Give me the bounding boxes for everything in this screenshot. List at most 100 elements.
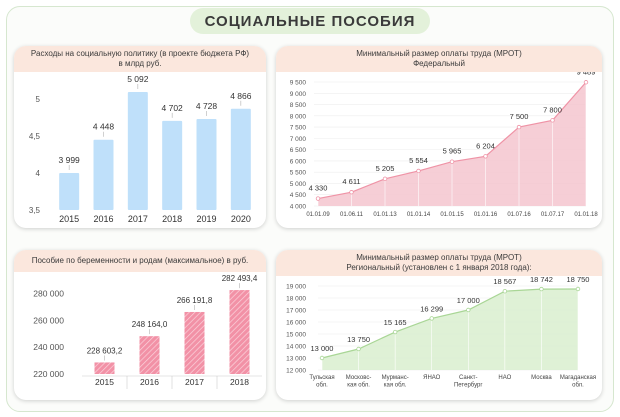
chart-title-mrot-federal: Минимальный размер оплаты труда (МРОТ) Ф… [276, 46, 602, 72]
x-tick-label: Петербург [454, 383, 483, 389]
x-tick-label: 2018 [230, 377, 249, 387]
x-tick-label: 01.01.15 [440, 212, 464, 218]
data-label: 4 702 [162, 103, 184, 113]
bar [59, 173, 80, 210]
data-point [382, 176, 388, 182]
data-point [416, 168, 421, 174]
data-label: 13 000 [311, 344, 334, 353]
chart-mrot-regional: 19 000 18 000 17 000 16 000 15 000 14 000 13 0… [286, 276, 596, 389]
chart-title-line: Минимальный размер оплаты труда (МРОТ) [356, 253, 522, 262]
x-tick-label: 2018 [162, 214, 182, 224]
y-tick-label: 17 000 [286, 308, 306, 315]
y-tick-label: 240 000 [33, 342, 64, 352]
x-tick-label: 01.06.11 [340, 212, 364, 218]
data-point [392, 329, 398, 335]
y-tick-label: 9 500 [290, 80, 307, 87]
data-point [583, 80, 589, 85]
x-tick-label: 01.01.09 [306, 212, 330, 218]
data-point [356, 346, 361, 352]
y-tick-label: 220 000 [33, 369, 64, 379]
data-label: 13 750 [347, 335, 370, 344]
y-tick-label: 7 000 [290, 136, 307, 143]
data-label: 228 603,2 [87, 346, 123, 355]
bar [127, 92, 148, 210]
x-tick-label: кая обл. [384, 383, 407, 389]
chart-social-spending: 5 4,5 4 3,5 3 999 2015 4 448 2016 5 092 2017 4 702… [29, 74, 252, 224]
y-tick-label: 4 [36, 169, 41, 178]
y-tick-label: 9 000 [290, 91, 307, 98]
chart-title-social-spending: Расходы на социальную политику (в проект… [14, 46, 266, 72]
data-label: 282 493,4 [222, 274, 258, 283]
x-tick-label: Тульская [309, 375, 334, 381]
x-tick-label: 01.07.17 [541, 212, 565, 218]
data-point [449, 159, 455, 164]
y-tick-label: 280 000 [33, 288, 64, 298]
x-tick-label: Мурманс- [382, 375, 409, 381]
chart-title-line: Минимальный размер оплаты труда (МРОТ) [356, 49, 522, 58]
data-point [502, 288, 508, 294]
data-label: 6 204 [476, 141, 495, 150]
data-point [539, 286, 544, 292]
y-tick-label: 6 000 [290, 158, 307, 165]
x-tick-label: 2017 [185, 377, 204, 387]
data-point [483, 154, 488, 159]
data-label: 16 299 [420, 304, 443, 313]
x-tick-label: 2016 [93, 214, 113, 224]
y-tick-label: 4 500 [290, 192, 307, 199]
data-label: 4 448 [93, 122, 115, 132]
card-mrot-regional: Минимальный размер оплаты труда (МРОТ) Р… [276, 250, 602, 400]
data-label: 7 500 [510, 112, 529, 121]
data-label: 18 742 [530, 276, 553, 284]
data-label: 5 205 [376, 164, 395, 173]
chart-mrot-federal: 9 500 9 000 8 500 8 000 7 500 7 000 6 500 6 000… [290, 72, 599, 218]
y-tick-label: 16 000 [286, 320, 306, 327]
data-label: 248 164,0 [132, 320, 168, 329]
data-point [319, 355, 325, 361]
bar [139, 336, 160, 374]
bar [184, 311, 205, 374]
data-label: 3 999 [59, 155, 81, 165]
y-tick-label: 19 000 [286, 284, 306, 291]
data-point [516, 124, 522, 130]
x-tick-label: 2019 [196, 214, 216, 224]
page-title: СОЦИАЛЬНЫЕ ПОСОБИЯ [204, 12, 416, 30]
x-tick-label: Магаданская [560, 375, 596, 381]
bar [93, 139, 114, 210]
data-point [550, 118, 555, 123]
data-point [466, 307, 471, 313]
x-tick-label: 2017 [128, 214, 148, 224]
y-tick-label: 4 000 [290, 204, 307, 211]
x-tick-label: обл. [316, 383, 328, 389]
y-tick-label: 8 000 [290, 113, 307, 120]
y-tick-label: 13 000 [286, 356, 306, 363]
chart-title-line: Пособие по беременности и родам (максима… [31, 256, 249, 265]
series-line [321, 288, 579, 359]
data-label: 4 728 [196, 101, 218, 111]
chart-maternity-benefit: 280 000 260 000 240 000 220 000 228 603,2 201… [33, 274, 262, 389]
y-tick-label: 4,5 [29, 132, 41, 141]
data-label: 4 330 [309, 184, 328, 193]
x-tick-label: ЯНАО [423, 375, 441, 381]
x-tick-label: 2016 [140, 377, 159, 387]
card-maternity-benefit: Пособие по беременности и родам (максима… [14, 250, 266, 400]
bar [196, 118, 217, 210]
x-tick-label: обл. [572, 383, 584, 389]
data-label: 4 611 [342, 177, 360, 186]
bar [162, 120, 183, 210]
chart-title-mrot-regional: Минимальный размер оплаты труда (МРОТ) Р… [276, 250, 602, 276]
x-tick-label: 01.01.16 [474, 212, 498, 218]
y-tick-label: 12 000 [286, 368, 306, 375]
y-tick-label: 7 500 [290, 125, 307, 132]
bar [229, 290, 250, 374]
y-tick-label: 8 500 [290, 102, 307, 109]
chart-title-line: в млрд руб. [118, 59, 162, 68]
card-mrot-federal: Минимальный размер оплаты труда (МРОТ) Ф… [276, 46, 602, 228]
y-tick-label: 260 000 [33, 315, 64, 325]
data-label: 17 000 [457, 296, 480, 305]
data-point [315, 196, 321, 201]
data-point [429, 316, 434, 321]
x-tick-label: 2020 [231, 214, 251, 224]
y-tick-label: 5 000 [290, 181, 307, 188]
bar [94, 362, 115, 374]
x-tick-label: 2015 [59, 214, 79, 224]
